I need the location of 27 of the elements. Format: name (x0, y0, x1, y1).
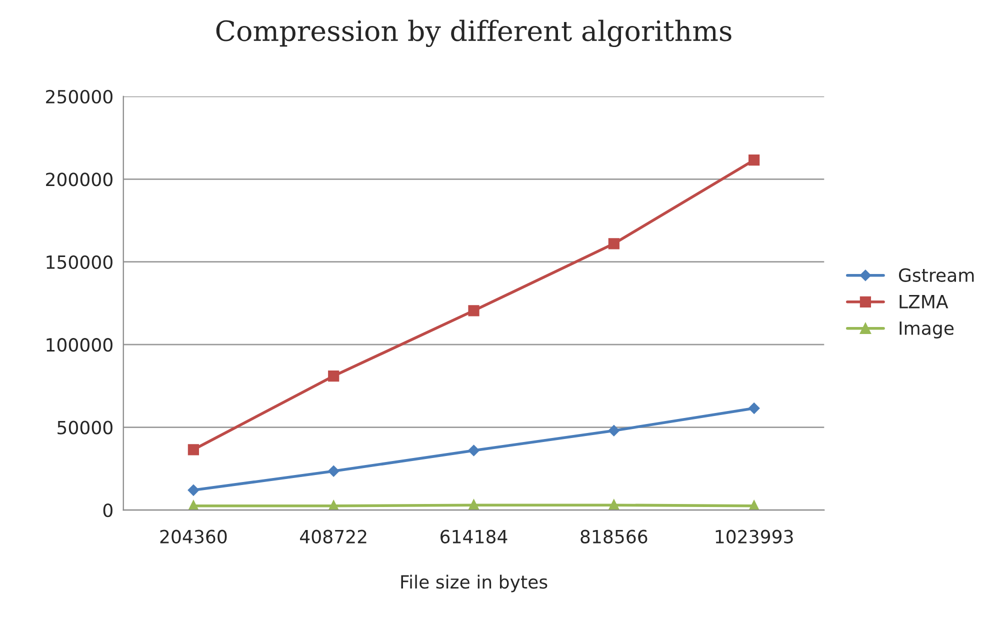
legend-label: Gstream (898, 268, 974, 282)
chart-title: Compression by different algorithms (216, 20, 732, 48)
y-tick-label: 100000 (46, 338, 112, 352)
x-tick-label: 408722 (300, 530, 366, 544)
point (608, 238, 620, 250)
y-tick-label: 0 (103, 504, 112, 518)
y-tick-label: 250000 (46, 90, 112, 104)
point (468, 305, 480, 316)
x-tick-label: 614184 (440, 530, 508, 544)
x-axis-title: File size in bytes (401, 574, 548, 592)
x-tick-label: 204360 (160, 530, 227, 544)
y-tick-label: 150000 (46, 255, 112, 269)
x-tick-label: 1023993 (716, 530, 793, 544)
point (748, 402, 760, 414)
point (328, 466, 340, 477)
point (188, 444, 200, 456)
point (188, 484, 200, 496)
point (608, 425, 620, 436)
legend-label: LZMA (900, 295, 948, 308)
point (748, 154, 760, 166)
y-tick-label: 50000 (58, 420, 112, 434)
point (468, 444, 480, 456)
legend-label: Image (900, 322, 954, 338)
point (468, 500, 480, 510)
point (328, 370, 340, 382)
x-tick-label: 818566 (580, 530, 648, 544)
y-tick-label: 200000 (46, 172, 112, 186)
